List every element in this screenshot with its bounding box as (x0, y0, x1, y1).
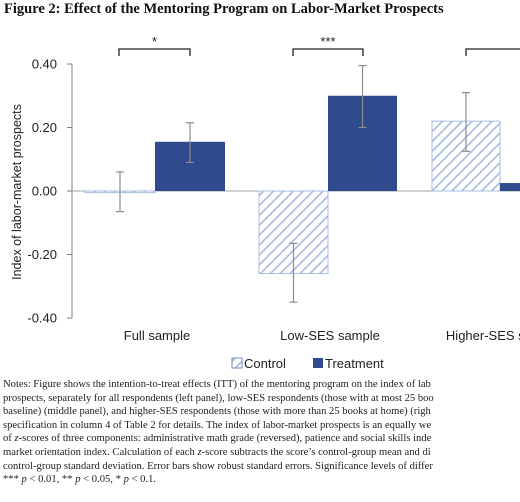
legend: Control Treatment (231, 356, 384, 371)
bar-chart: Index of labor-market prospects 0.40 0.20… (10, 34, 520, 371)
notes-line: market orientation index. Calculation of… (3, 446, 431, 458)
significance-bracket (465, 48, 520, 56)
figure-notes: Notes: Figure shows the intention-to-tre… (3, 378, 520, 487)
significance-stars: * (152, 34, 157, 49)
y-axis-label: Index of labor-market prospects (10, 104, 24, 280)
y-tick-label: 0.40 (32, 57, 57, 72)
x-category-label: Low-SES sample (280, 328, 380, 343)
y-axis: 0.40 0.20 0.00 -0.20 -0.40 (27, 57, 73, 326)
significance-bracket (118, 48, 191, 56)
plot-area: Full sample * Low-SES sample *** Higher-SES … (72, 34, 520, 343)
x-category-label: Full sample (124, 328, 190, 343)
y-tick-label: 0.20 (32, 120, 57, 135)
notes-line: of z-scores of three components: adminis… (3, 433, 432, 445)
legend-label: Treatment (325, 356, 384, 371)
significance-stars: *** (320, 34, 335, 49)
notes-line: prospects, separately for all respondent… (3, 392, 434, 404)
notes-line: specification in column 4 of Table 2 for… (3, 419, 432, 431)
y-tick-label: -0.40 (27, 311, 57, 326)
legend-swatch-control (231, 357, 243, 369)
legend-label: Control (244, 356, 286, 371)
notes-line: Notes: Figure shows the intention-to-tre… (3, 379, 431, 390)
legend-swatch-treatment (313, 358, 323, 368)
significance-bracket (292, 48, 364, 56)
x-category-label: Higher-SES sample (446, 328, 520, 343)
notes-line: *** p < 0.01, ** p < 0.05, * p < 0.1. (3, 474, 157, 486)
notes-line: control-group standard deviation. Error … (3, 460, 433, 472)
notes-line: baseline) (middle panel), and higher-SES… (3, 406, 431, 418)
y-tick-label: 0.00 (32, 184, 57, 199)
bar-treatment (500, 183, 520, 191)
figure-title: Figure 2: Effect of the Mentoring Progra… (4, 1, 444, 17)
y-tick-label: -0.20 (27, 247, 57, 262)
